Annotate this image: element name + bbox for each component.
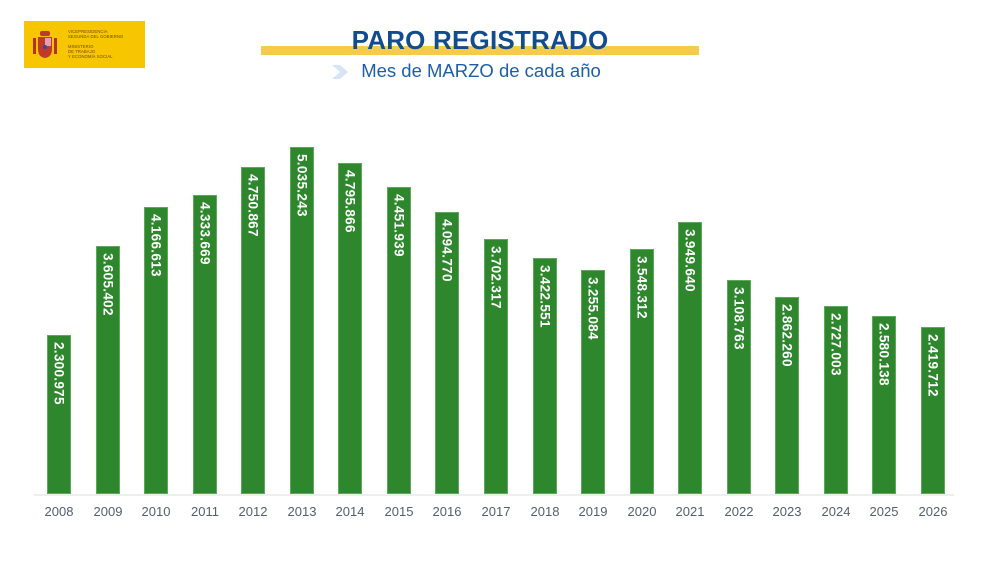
bar-value-label: 2.727.003	[828, 313, 844, 376]
bar-2018: 3.422.551	[533, 258, 557, 494]
bar-value-label: 2.300.975	[51, 342, 67, 405]
bar-value-label: 2.862.260	[779, 304, 795, 367]
bar-2025: 2.580.138	[872, 316, 896, 494]
bar-2015: 4.451.939	[387, 187, 411, 494]
bar-value-label: 4.451.939	[391, 194, 407, 257]
bar-2017: 3.702.317	[484, 239, 508, 494]
bar-2008: 2.300.975	[47, 335, 71, 494]
bar-2021: 3.949.640	[678, 222, 702, 494]
bar-value-label: 4.750.867	[245, 174, 261, 237]
bar-value-label: 4.166.613	[148, 214, 164, 277]
x-tick-label: 2013	[287, 504, 317, 519]
bar-value-label: 2.419.712	[925, 334, 941, 397]
x-tick-label: 2025	[869, 504, 899, 519]
bar-value-label: 3.108.763	[731, 287, 747, 350]
logo-line: Segunda del Gobierno	[68, 34, 124, 39]
bar-2009: 3.605.402	[96, 246, 120, 494]
x-tick-label: 2024	[821, 504, 851, 519]
chevron-right-icon	[332, 65, 348, 79]
logo-text: Vicepresidencia Segunda del Gobierno Min…	[68, 29, 144, 59]
x-tick-label: 2017	[481, 504, 511, 519]
bar-value-label: 3.605.402	[100, 253, 116, 316]
bar-2016: 4.094.770	[435, 212, 459, 494]
bar-value-label: 3.702.317	[488, 246, 504, 309]
x-tick-label: 2023	[772, 504, 802, 519]
bar-2010: 4.166.613	[144, 207, 168, 494]
chart-title: PARO REGISTRADO	[351, 25, 609, 55]
bar-2023: 2.862.260	[775, 297, 799, 494]
government-logo: Vicepresidencia Segunda del Gobierno Min…	[24, 21, 145, 68]
x-tick-label: 2022	[724, 504, 754, 519]
chart-subtitle: Mes de MARZO de cada año	[361, 60, 601, 81]
bar-2024: 2.727.003	[824, 306, 848, 494]
logo-line: de Trabajo	[68, 49, 96, 54]
bar-value-label: 4.333.669	[197, 202, 213, 265]
bar-2026: 2.419.712	[921, 327, 945, 494]
bar-value-label: 3.255.084	[585, 277, 601, 340]
x-axis-line	[34, 494, 954, 496]
x-tick-label: 2010	[141, 504, 171, 519]
bar-2022: 3.108.763	[727, 280, 751, 494]
logo-line: y Economía Social	[68, 54, 113, 59]
bar-value-label: 3.422.551	[537, 265, 553, 328]
bar-2020: 3.548.312	[630, 249, 654, 494]
x-tick-label: 2015	[384, 504, 414, 519]
bar-value-label: 5.035.243	[294, 154, 310, 217]
bar-2012: 4.750.867	[241, 167, 265, 494]
bar-value-label: 4.795.866	[342, 170, 358, 233]
bar-value-label: 2.580.138	[876, 323, 892, 386]
bar-value-label: 4.094.770	[439, 219, 455, 282]
bar-value-label: 3.548.312	[634, 256, 650, 319]
x-tick-label: 2012	[238, 504, 268, 519]
x-tick-label: 2018	[530, 504, 560, 519]
x-tick-label: 2020	[627, 504, 657, 519]
x-tick-label: 2008	[44, 504, 74, 519]
x-tick-label: 2011	[191, 504, 219, 519]
x-tick-label: 2009	[93, 504, 123, 519]
x-tick-label: 2016	[432, 504, 462, 519]
bar-value-label: 3.949.640	[682, 229, 698, 292]
logo-line: Vicepresidencia	[68, 29, 108, 34]
x-tick-label: 2014	[335, 504, 365, 519]
title-highlight-band	[261, 46, 699, 55]
coat-of-arms-icon	[33, 31, 57, 58]
bar-2019: 3.255.084	[581, 270, 605, 494]
logo-line: Ministerio	[68, 44, 94, 49]
bar-2013: 5.035.243	[290, 147, 314, 494]
x-tick-label: 2021	[675, 504, 705, 519]
x-tick-label: 2019	[578, 504, 608, 519]
bar-2014: 4.795.866	[338, 163, 362, 494]
x-tick-label: 2026	[918, 504, 948, 519]
bar-2011: 4.333.669	[193, 195, 217, 494]
